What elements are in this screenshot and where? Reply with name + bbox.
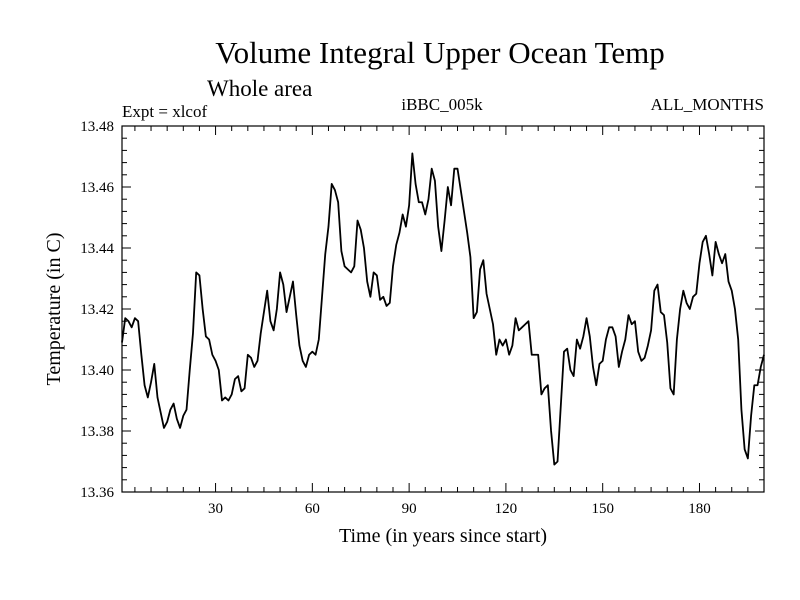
- y-axis-label: Temperature (in C): [43, 233, 65, 386]
- plot-frame: [121, 125, 765, 493]
- x-tick-label: 90: [402, 501, 417, 517]
- chart-subtitle: Whole area: [207, 76, 312, 101]
- x-axis-tick-labels: 30 60 90 120 150 180: [208, 501, 711, 517]
- y-axis-ticks: [122, 137, 764, 481]
- series-line: [121, 152, 765, 466]
- y-tick-label: 13.36: [80, 485, 114, 501]
- y-tick-label: 13.48: [80, 119, 114, 135]
- x-tick-label: 180: [688, 501, 711, 517]
- y-tick-label: 13.40: [80, 363, 114, 379]
- experiment-label: Expt = xlcof: [122, 102, 207, 121]
- x-tick-label: 30: [208, 501, 223, 517]
- y-tick-label: 13.38: [80, 424, 114, 440]
- chart-title: Volume Integral Upper Ocean Temp: [215, 35, 665, 70]
- y-axis-tick-labels: 13.36 13.38 13.40 13.42 13.44 13.46 13.48: [80, 119, 114, 501]
- x-tick-label: 120: [495, 501, 518, 517]
- x-tick-label: 60: [305, 501, 320, 517]
- x-tick-label: 150: [591, 501, 614, 517]
- y-tick-label: 13.44: [80, 241, 114, 257]
- run-id-label: iBBC_005k: [401, 95, 483, 114]
- y-tick-label: 13.42: [80, 302, 114, 318]
- x-axis-label: Time (in years since start): [339, 525, 547, 547]
- y-tick-label: 13.46: [80, 180, 114, 196]
- x-axis-ticks: [134, 126, 749, 492]
- months-label: ALL_MONTHS: [651, 95, 764, 114]
